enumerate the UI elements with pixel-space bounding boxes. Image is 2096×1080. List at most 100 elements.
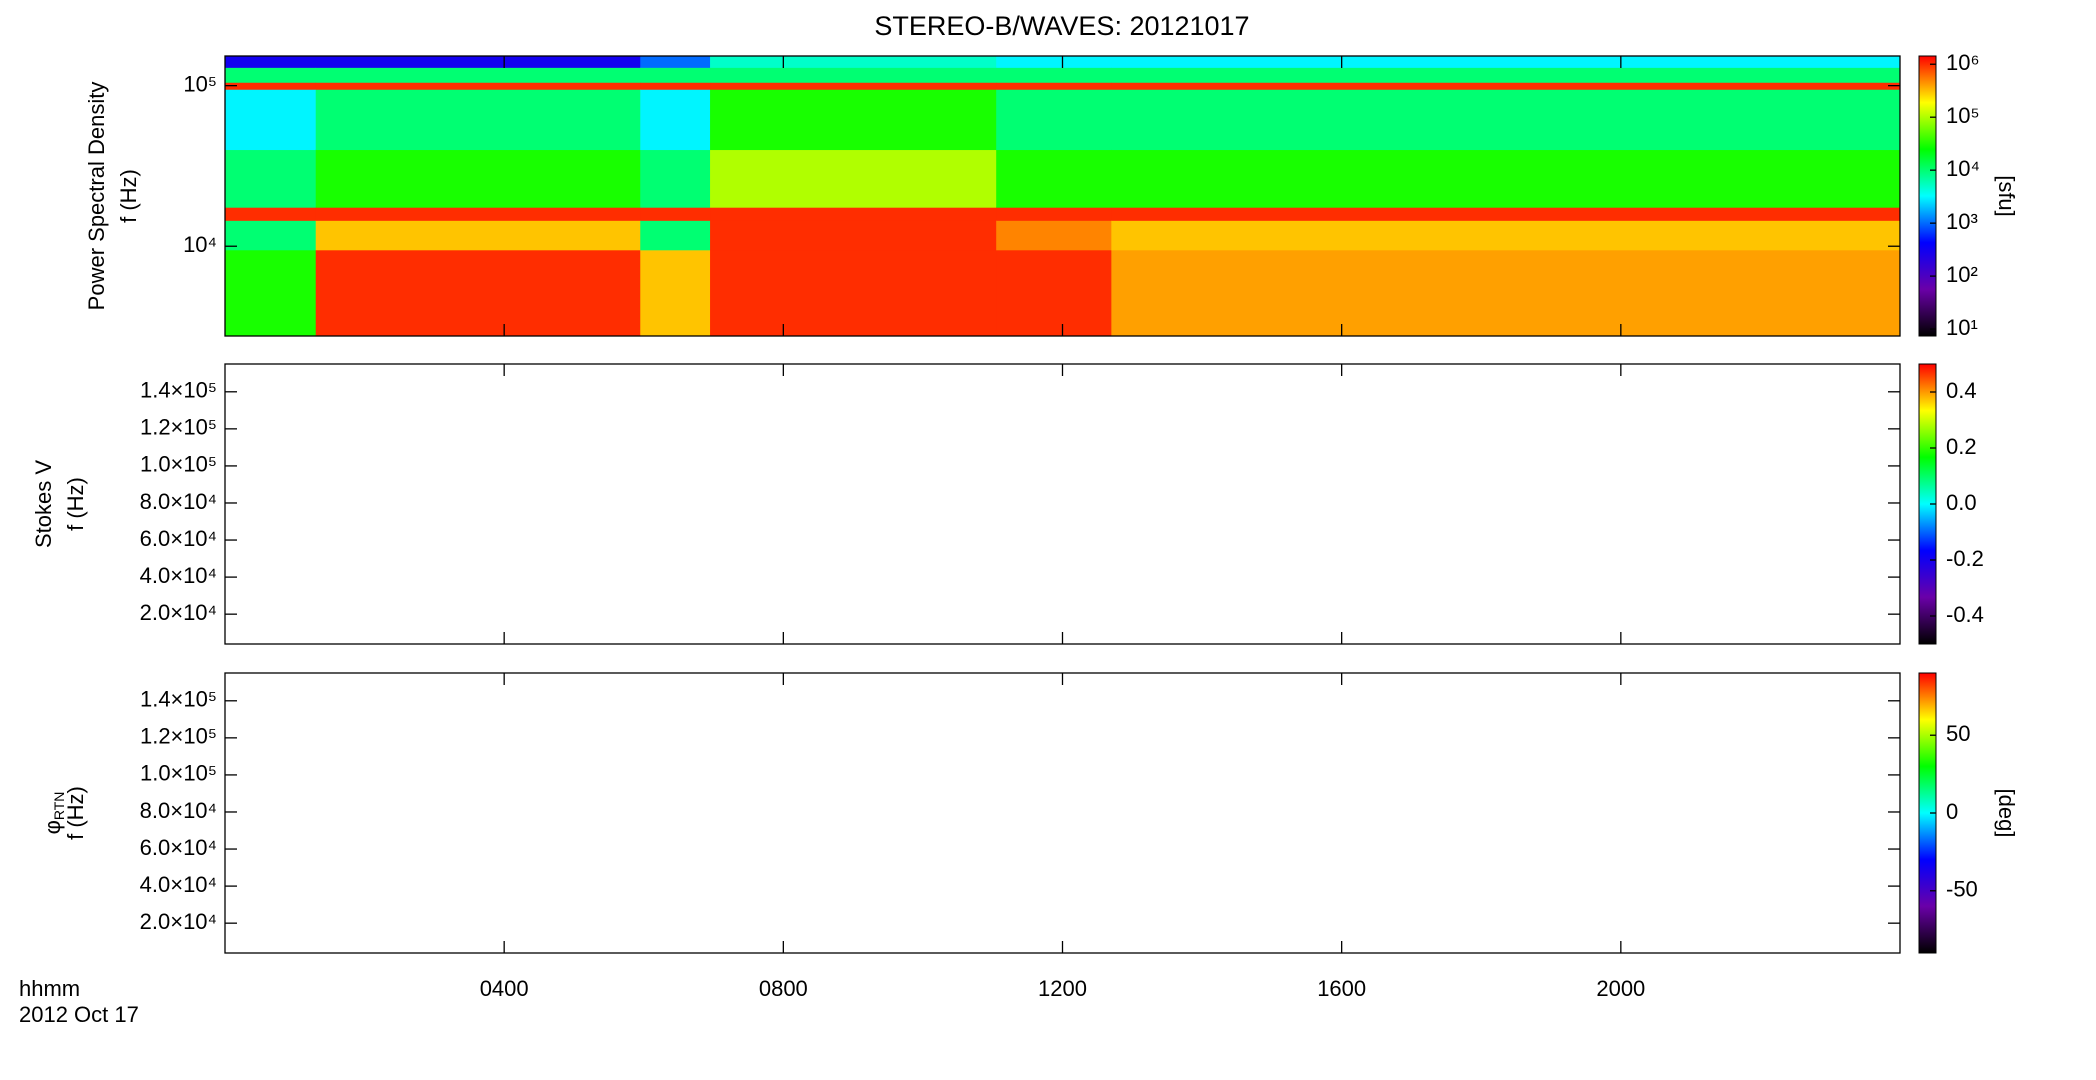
heatmap-cell [1111,89,1901,151]
heatmap-cell [1111,149,1901,208]
colorbar-tick-label: 10⁶ [1946,50,1980,75]
colorbar [1918,55,1937,337]
x-tick-label: 1600 [1317,976,1366,1001]
heatmap-cell [225,67,317,83]
y-axis-label: Power Spectral Density [84,82,109,311]
heatmap-cell [710,207,997,221]
heatmap-cell [996,82,1112,90]
x-tick-label: 0800 [759,976,808,1001]
colorbar-tick-label: 0.0 [1946,490,1977,515]
y-tick-label: 10⁴ [183,232,217,257]
y-tick-label: 10⁵ [183,71,217,96]
heatmap-cell [315,149,641,208]
heatmap-cell [996,207,1112,221]
heatmap-cell [710,67,997,83]
heatmap-cell [315,249,641,337]
heatmap-cell [996,249,1112,337]
x-tick-label: 1200 [1038,976,1087,1001]
colorbar-tick-label: 50 [1946,721,1970,746]
y-tick-label: 1.4×10⁵ [140,378,217,403]
colorbar-tick-label: -50 [1946,877,1978,902]
heatmap-cell [640,67,711,83]
heatmap-cell [996,67,1112,83]
heatmap-cell [640,149,711,208]
heatmap-cell [1111,249,1901,337]
heatmap-cell [1111,220,1901,251]
heatmap-cell [1111,67,1901,83]
heatmap-cell [315,220,641,251]
colorbar-label: [sfu] [1994,175,2019,217]
heatmap-cell [996,220,1112,251]
heatmap-cell [225,56,317,68]
colorbar-tick-label: 10² [1946,262,1978,287]
y-axis-label-subscript: RTN [51,792,67,821]
heatmap-cell [315,207,641,221]
heatmap-cell [640,249,711,337]
figure-title: STEREO-B/WAVES: 20121017 [874,11,1249,41]
plot-frame [224,363,1901,645]
y-tick-label: 2.0×10⁴ [140,600,217,625]
colorbar-tick-label: 0 [1946,799,1958,824]
y-tick-label: 4.0×10⁴ [140,872,217,897]
colorbar-tick-label: -0.2 [1946,546,1984,571]
heatmap-cell [710,89,997,151]
heatmap-cell [315,82,641,90]
y-axis-label: Stokes V [31,460,56,548]
x-tick-label: 0400 [480,976,529,1001]
y-axis-label: f (Hz) [63,477,88,531]
heatmap-cell [710,220,997,251]
heatmap-cell [315,89,641,151]
heatmap-cell [640,220,711,251]
heatmap-cell [225,82,317,90]
heatmap-cell [315,56,641,68]
y-tick-label: 2.0×10⁴ [140,909,217,934]
y-tick-label: 6.0×10⁴ [140,526,217,551]
colorbar-tick-label: 10³ [1946,209,1978,234]
colorbar-tick-label: 10⁵ [1946,103,1980,128]
heatmap-cell [710,56,997,68]
heatmap-cell [710,82,997,90]
y-tick-label: 1.0×10⁵ [140,452,217,477]
heatmap-cell [710,149,997,208]
heatmap-cell [996,56,1112,68]
heatmap-cell [640,89,711,151]
y-tick-label: 1.2×10⁵ [140,415,217,440]
y-axis-label-symbol: φ [40,820,65,834]
y-tick-label: 1.4×10⁵ [140,687,217,712]
colorbar-label: [deg] [1994,789,2019,838]
y-tick-label: 8.0×10⁴ [140,489,217,514]
colorbar-tick-label: 10⁴ [1946,156,1980,181]
y-axis-label: φRTN [40,792,67,835]
heatmap-cell [1111,82,1901,90]
x-axis-label: hhmm [19,976,80,1001]
heatmap-cell [640,207,711,221]
heatmap-cell [225,207,317,221]
heatmap-cell [996,89,1112,151]
heatmap-cell [640,56,711,68]
y-tick-label: 8.0×10⁴ [140,798,217,823]
heatmap-cell [640,82,711,90]
y-tick-label: 6.0×10⁴ [140,835,217,860]
x-tick-label: 2000 [1596,976,1645,1001]
y-tick-label: 1.2×10⁵ [140,724,217,749]
y-tick-label: 1.0×10⁵ [140,761,217,786]
heatmap-cell [710,249,997,337]
colorbar-tick-label: -0.4 [1946,602,1984,627]
y-tick-label: 4.0×10⁴ [140,563,217,588]
y-axis-label: f (Hz) [63,786,88,840]
heatmap-cell [1111,56,1901,68]
heatmap-cell [225,89,317,151]
colorbar-tick-label: 0.4 [1946,378,1977,403]
heatmap-cell [996,149,1112,208]
colorbar-tick-label: 10¹ [1946,315,1978,340]
heatmap-cell [225,149,317,208]
heatmap-cell [225,249,317,337]
x-axis-sublabel: 2012 Oct 17 [19,1002,139,1027]
heatmap-cell [315,67,641,83]
heatmap-cell [1111,207,1901,221]
colorbar-tick-label: 0.2 [1946,434,1977,459]
y-axis-label: f (Hz) [116,169,141,223]
heatmap-cell [225,220,317,251]
plot-frame [224,672,1901,954]
